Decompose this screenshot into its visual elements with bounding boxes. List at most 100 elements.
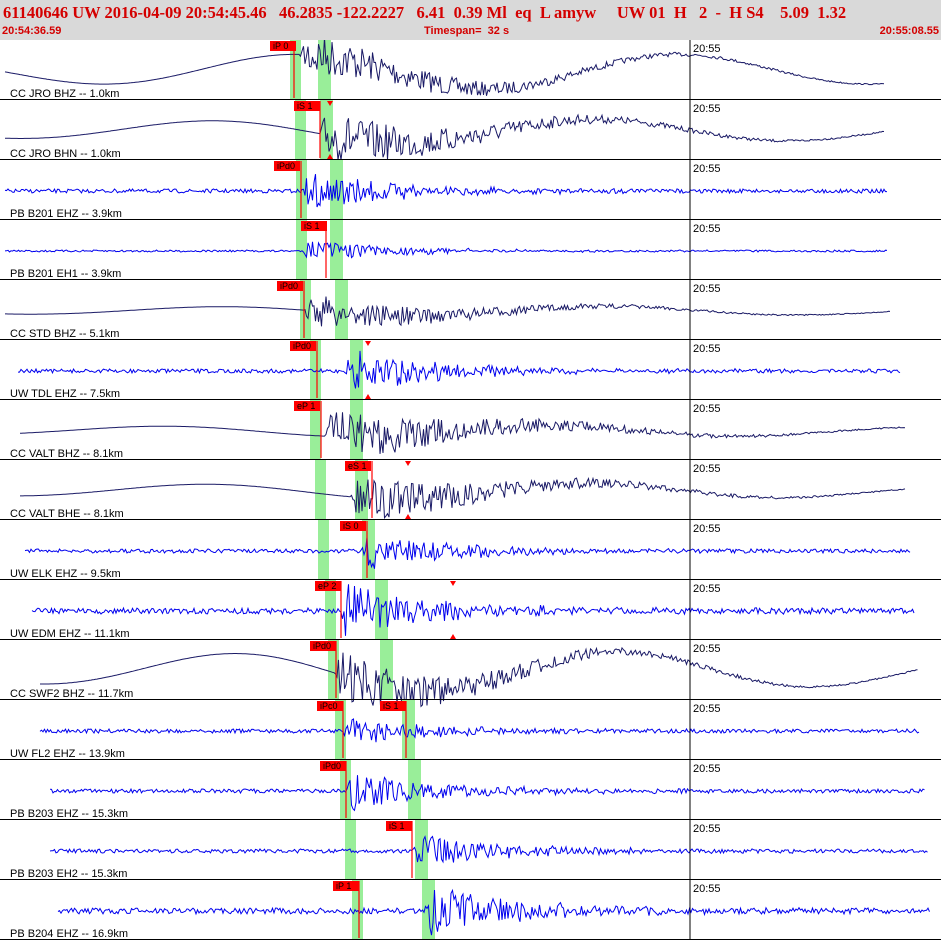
pick-flag xyxy=(294,101,320,111)
station-label: PB B201 EHZ -- 3.9km xyxy=(10,208,122,220)
waveform-trace xyxy=(4,174,887,208)
time-marker-label: 20:55 xyxy=(693,43,721,55)
pick-flag xyxy=(386,821,412,831)
pick-label: iP 0 xyxy=(273,41,288,51)
station-label: PB B204 EHZ -- 16.9km xyxy=(10,928,128,940)
s-pick-window xyxy=(320,100,333,160)
event-summary: 61140646 UW 2016-04-09 20:54:45.46 46.28… xyxy=(3,3,847,22)
time-marker-label: 20:55 xyxy=(693,643,721,655)
seismogram-plot[interactable]: iP 0 20:55 CC JRO BHZ -- 1.0km iS 1 20:55 CC … xyxy=(0,40,941,940)
pick-flag xyxy=(310,641,336,651)
pick-label: iS 1 xyxy=(297,101,313,111)
pick-label: iPd0 xyxy=(313,641,331,651)
station-label: CC JRO BHZ -- 1.0km xyxy=(10,88,119,100)
station-label: UW TDL EHZ -- 7.5km xyxy=(10,388,120,400)
waveform-trace xyxy=(19,412,906,454)
pick-flag xyxy=(274,161,300,171)
s-pick-window xyxy=(335,280,348,340)
pick-marker xyxy=(450,634,456,639)
pick-label: iS 1 xyxy=(383,701,399,711)
waveform-trace xyxy=(4,241,888,259)
time-marker-label: 20:55 xyxy=(693,283,721,295)
pick-marker xyxy=(327,154,333,159)
pick-marker xyxy=(450,581,456,586)
waveform-trace xyxy=(18,350,901,389)
start-time: 20:54:36.59 xyxy=(2,25,62,37)
pick-flag xyxy=(301,221,327,231)
p-pick-window xyxy=(290,40,301,100)
pick-flag xyxy=(315,581,341,591)
waveform-trace xyxy=(4,40,885,96)
s-pick-window xyxy=(402,700,415,760)
timespan-label: Timespan= 32 s xyxy=(424,25,510,37)
time-marker-label: 20:55 xyxy=(693,703,721,715)
waveform-trace xyxy=(57,888,930,936)
pick-flag xyxy=(380,701,406,711)
pick-label: iS 1 xyxy=(389,821,405,831)
time-marker-label: 20:55 xyxy=(693,223,721,235)
pick-flag xyxy=(340,521,366,531)
s-pick-window xyxy=(330,160,343,220)
pick-label: iS 1 xyxy=(304,221,320,231)
pick-marker xyxy=(365,394,371,399)
time-marker-label: 20:55 xyxy=(693,163,721,175)
pick-label: eP 2 xyxy=(318,581,336,591)
waveform-trace xyxy=(39,718,920,743)
station-label: CC STD BHZ -- 5.1km xyxy=(10,328,119,340)
pick-marker xyxy=(327,101,333,106)
s-pick-window xyxy=(330,220,343,280)
pick-flag xyxy=(345,461,371,471)
station-label: PB B201 EH1 -- 3.9km xyxy=(10,268,121,280)
end-time: 20:55:08.55 xyxy=(879,25,939,37)
time-marker-label: 20:55 xyxy=(693,343,721,355)
pick-label: eS 1 xyxy=(348,461,367,471)
time-marker-label: 20:55 xyxy=(693,523,721,535)
p-pick-window xyxy=(310,340,321,400)
pick-label: iPc0 xyxy=(320,701,338,711)
s-pick-window xyxy=(350,400,363,460)
pick-label: iP 1 xyxy=(336,881,351,891)
p-pick-window xyxy=(315,460,326,520)
s-pick-window xyxy=(318,40,331,100)
pick-label: iS 0 xyxy=(343,521,359,531)
pick-label: eP 1 xyxy=(297,401,315,411)
pick-flag xyxy=(320,761,346,771)
pick-label: iPd0 xyxy=(323,761,341,771)
time-marker-label: 20:55 xyxy=(693,763,721,775)
waveform-trace xyxy=(4,113,885,161)
pick-label: iPd0 xyxy=(293,341,311,351)
waveform-trace xyxy=(49,835,928,864)
pick-flag xyxy=(333,881,359,891)
pick-flag xyxy=(277,281,303,291)
waveform-trace xyxy=(49,775,925,812)
station-label: CC VALT BHE -- 8.1km xyxy=(10,508,124,520)
pick-flag xyxy=(270,41,296,51)
time-marker-label: 20:55 xyxy=(693,823,721,835)
p-pick-window xyxy=(310,400,321,460)
station-label: CC JRO BHN -- 1.0km xyxy=(10,148,121,160)
pick-flag xyxy=(317,701,343,711)
time-marker-label: 20:55 xyxy=(693,583,721,595)
time-marker-label: 20:55 xyxy=(693,103,721,115)
pick-marker xyxy=(365,341,371,346)
station-label: PB B203 EH2 -- 15.3km xyxy=(10,868,127,880)
pick-label: iPd0 xyxy=(280,281,298,291)
s-pick-window xyxy=(415,820,428,880)
p-pick-window xyxy=(352,880,363,940)
time-marker-label: 20:55 xyxy=(693,403,721,415)
p-pick-window xyxy=(318,520,329,580)
station-label: UW FL2 EHZ -- 13.9km xyxy=(10,748,125,760)
pick-label: iPd0 xyxy=(277,161,295,171)
station-label: UW EDM EHZ -- 11.1km xyxy=(10,628,130,640)
waveform-trace xyxy=(20,476,906,520)
time-marker-label: 20:55 xyxy=(693,883,721,895)
waveform-trace xyxy=(40,646,918,708)
station-label: CC SWF2 BHZ -- 11.7km xyxy=(10,688,133,700)
waveform-trace xyxy=(5,296,891,327)
pick-flag xyxy=(290,341,316,351)
time-marker-label: 20:55 xyxy=(693,463,721,475)
station-label: UW ELK EHZ -- 9.5km xyxy=(10,568,121,580)
s-pick-window xyxy=(408,760,421,820)
pick-flag xyxy=(294,401,320,411)
station-label: CC VALT BHZ -- 8.1km xyxy=(10,448,123,460)
